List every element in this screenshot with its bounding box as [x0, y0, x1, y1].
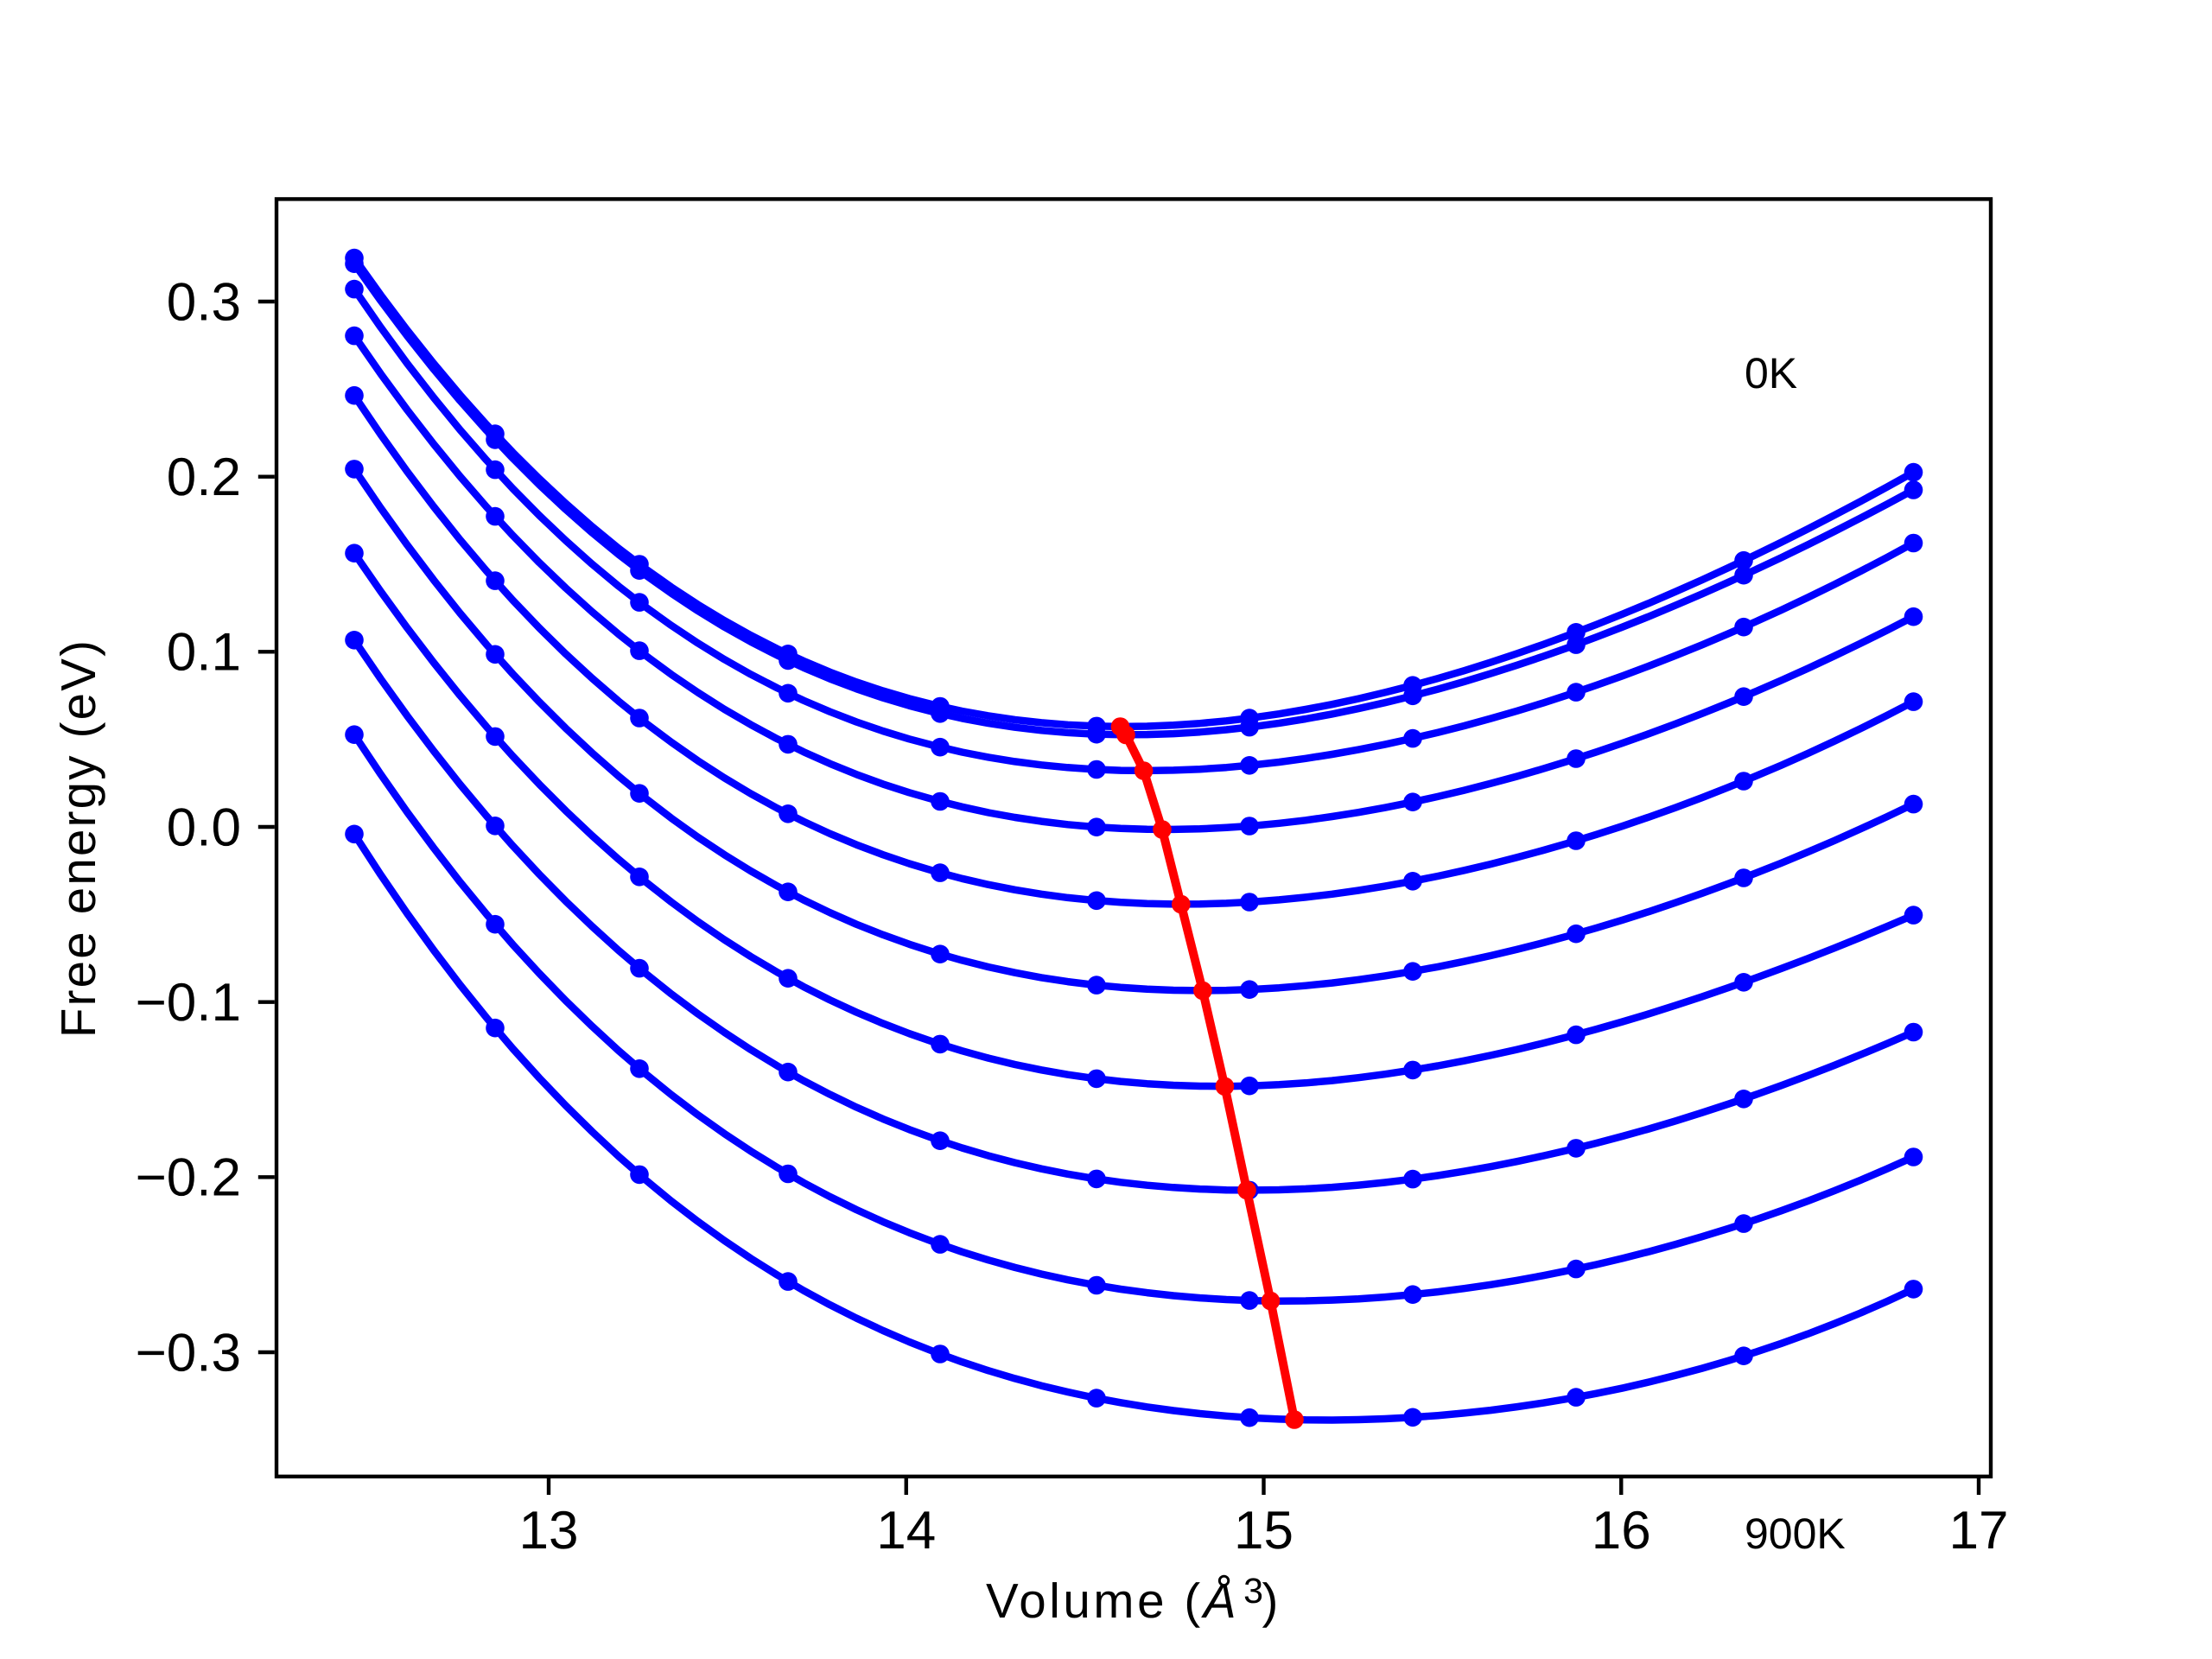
svg-text:0K: 0K: [1745, 349, 1797, 397]
svg-text:15: 15: [1234, 1501, 1294, 1560]
svg-text:−0.2: −0.2: [136, 1148, 241, 1208]
svg-text:Volume (Å3): Volume (Å3): [986, 1573, 1281, 1628]
svg-text:Free energy (eV): Free energy (eV): [51, 639, 105, 1038]
svg-text:14: 14: [876, 1501, 936, 1560]
svg-text:0.1: 0.1: [167, 623, 241, 683]
svg-text:0.0: 0.0: [167, 798, 241, 857]
svg-text:17: 17: [1949, 1501, 2009, 1560]
svg-text:0.2: 0.2: [167, 448, 241, 507]
svg-text:900K: 900K: [1745, 1510, 1846, 1558]
svg-text:16: 16: [1592, 1501, 1651, 1560]
svg-text:−0.3: −0.3: [136, 1323, 241, 1382]
svg-text:−0.1: −0.1: [136, 973, 241, 1033]
svg-text:13: 13: [519, 1501, 579, 1560]
svg-text:0.3: 0.3: [167, 272, 241, 332]
